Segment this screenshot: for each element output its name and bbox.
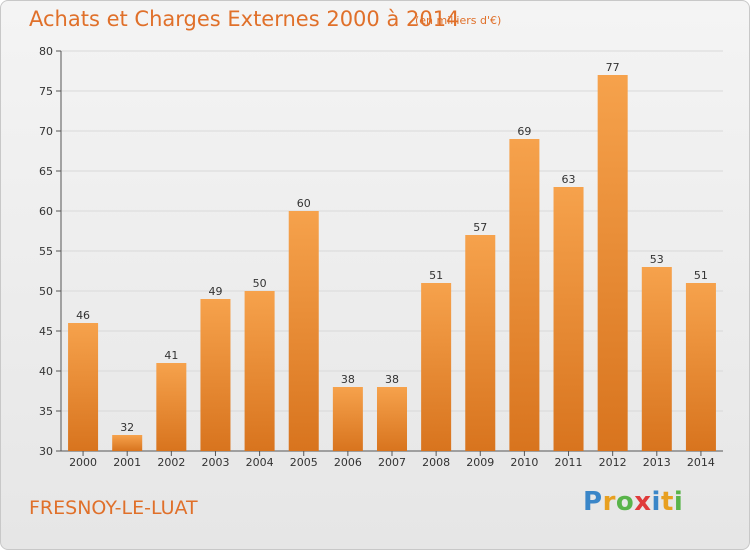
bars bbox=[68, 75, 716, 451]
logo-letter: P bbox=[583, 487, 603, 517]
bar-2014 bbox=[685, 283, 716, 451]
y-tick-label: 65 bbox=[39, 165, 53, 178]
x-tick-label: 2013 bbox=[643, 456, 671, 469]
logo-letter: x bbox=[634, 487, 652, 517]
data-label-2007: 38 bbox=[385, 373, 399, 386]
bar-2005 bbox=[288, 211, 319, 451]
x-tick-label: 2011 bbox=[555, 456, 583, 469]
bar-2004 bbox=[244, 291, 275, 451]
data-label-2012: 77 bbox=[606, 61, 620, 74]
x-tick-label: 2014 bbox=[687, 456, 715, 469]
x-tick-label: 2009 bbox=[466, 456, 494, 469]
data-label-2011: 63 bbox=[562, 173, 576, 186]
data-label-2004: 50 bbox=[253, 277, 267, 290]
y-tick-label: 80 bbox=[39, 45, 53, 58]
bar-2008 bbox=[421, 283, 452, 451]
bar-2011 bbox=[553, 187, 584, 451]
bar-2003 bbox=[200, 299, 231, 451]
logo-letter: i bbox=[673, 487, 684, 517]
chart-unit-note: (en milliers d'€) bbox=[415, 14, 502, 27]
x-tick-label: 2006 bbox=[334, 456, 362, 469]
data-label-2006: 38 bbox=[341, 373, 355, 386]
data-label-2001: 32 bbox=[120, 421, 134, 434]
y-tick-label: 30 bbox=[39, 445, 53, 458]
x-tick-label: 2002 bbox=[157, 456, 185, 469]
x-tick-label: 2003 bbox=[201, 456, 229, 469]
logo-letter: o bbox=[615, 487, 635, 517]
data-label-2005: 60 bbox=[297, 197, 311, 210]
logo-letter: r bbox=[602, 487, 616, 517]
y-tick-label: 40 bbox=[39, 365, 53, 378]
data-label-2002: 41 bbox=[164, 349, 178, 362]
bar-2009 bbox=[465, 235, 496, 451]
logo-letter: i bbox=[651, 487, 661, 517]
x-tick-label: 2007 bbox=[378, 456, 406, 469]
x-tick-label: 2001 bbox=[113, 456, 141, 469]
y-tick-label: 45 bbox=[39, 325, 53, 338]
data-label-2008: 51 bbox=[429, 269, 443, 282]
y-tick-label: 55 bbox=[39, 245, 53, 258]
bar-2002 bbox=[156, 363, 187, 451]
data-label-2014: 51 bbox=[694, 269, 708, 282]
logo-letter: t bbox=[660, 487, 674, 517]
y-tick-label: 35 bbox=[39, 405, 53, 418]
x-tick-label: 2012 bbox=[599, 456, 627, 469]
data-label-2000: 46 bbox=[76, 309, 90, 322]
bar-2000 bbox=[68, 323, 99, 451]
bar-2001 bbox=[112, 435, 143, 451]
bar-2006 bbox=[332, 387, 363, 451]
x-tick-label: 2005 bbox=[290, 456, 318, 469]
proxiti-logo[interactable]: Proxiti bbox=[583, 487, 683, 517]
y-tick-label: 75 bbox=[39, 85, 53, 98]
data-label-2009: 57 bbox=[473, 221, 487, 234]
data-labels: 46 32 41 49 50 60 38 38 51 57 69 63 77 53 51 bbox=[76, 61, 708, 434]
x-tick-label: 2010 bbox=[510, 456, 538, 469]
y-tick-label: 70 bbox=[39, 125, 53, 138]
x-tick-label: 2008 bbox=[422, 456, 450, 469]
commune-name: FRESNOY-LE-LUAT bbox=[29, 497, 198, 519]
x-tick-label: 2004 bbox=[246, 456, 274, 469]
bar-2012 bbox=[597, 75, 628, 451]
bar-2010 bbox=[509, 139, 540, 451]
bar-2013 bbox=[641, 267, 672, 451]
data-label-2003: 49 bbox=[208, 285, 222, 298]
y-tick-label: 60 bbox=[39, 205, 53, 218]
x-tick-label: 2000 bbox=[69, 456, 97, 469]
bar-2007 bbox=[376, 387, 408, 451]
chart-title: Achats et Charges Externes 2000 à 2014 bbox=[29, 7, 460, 31]
data-label-2013: 53 bbox=[650, 253, 664, 266]
y-tick-label: 50 bbox=[39, 285, 53, 298]
data-label-2010: 69 bbox=[517, 125, 531, 138]
